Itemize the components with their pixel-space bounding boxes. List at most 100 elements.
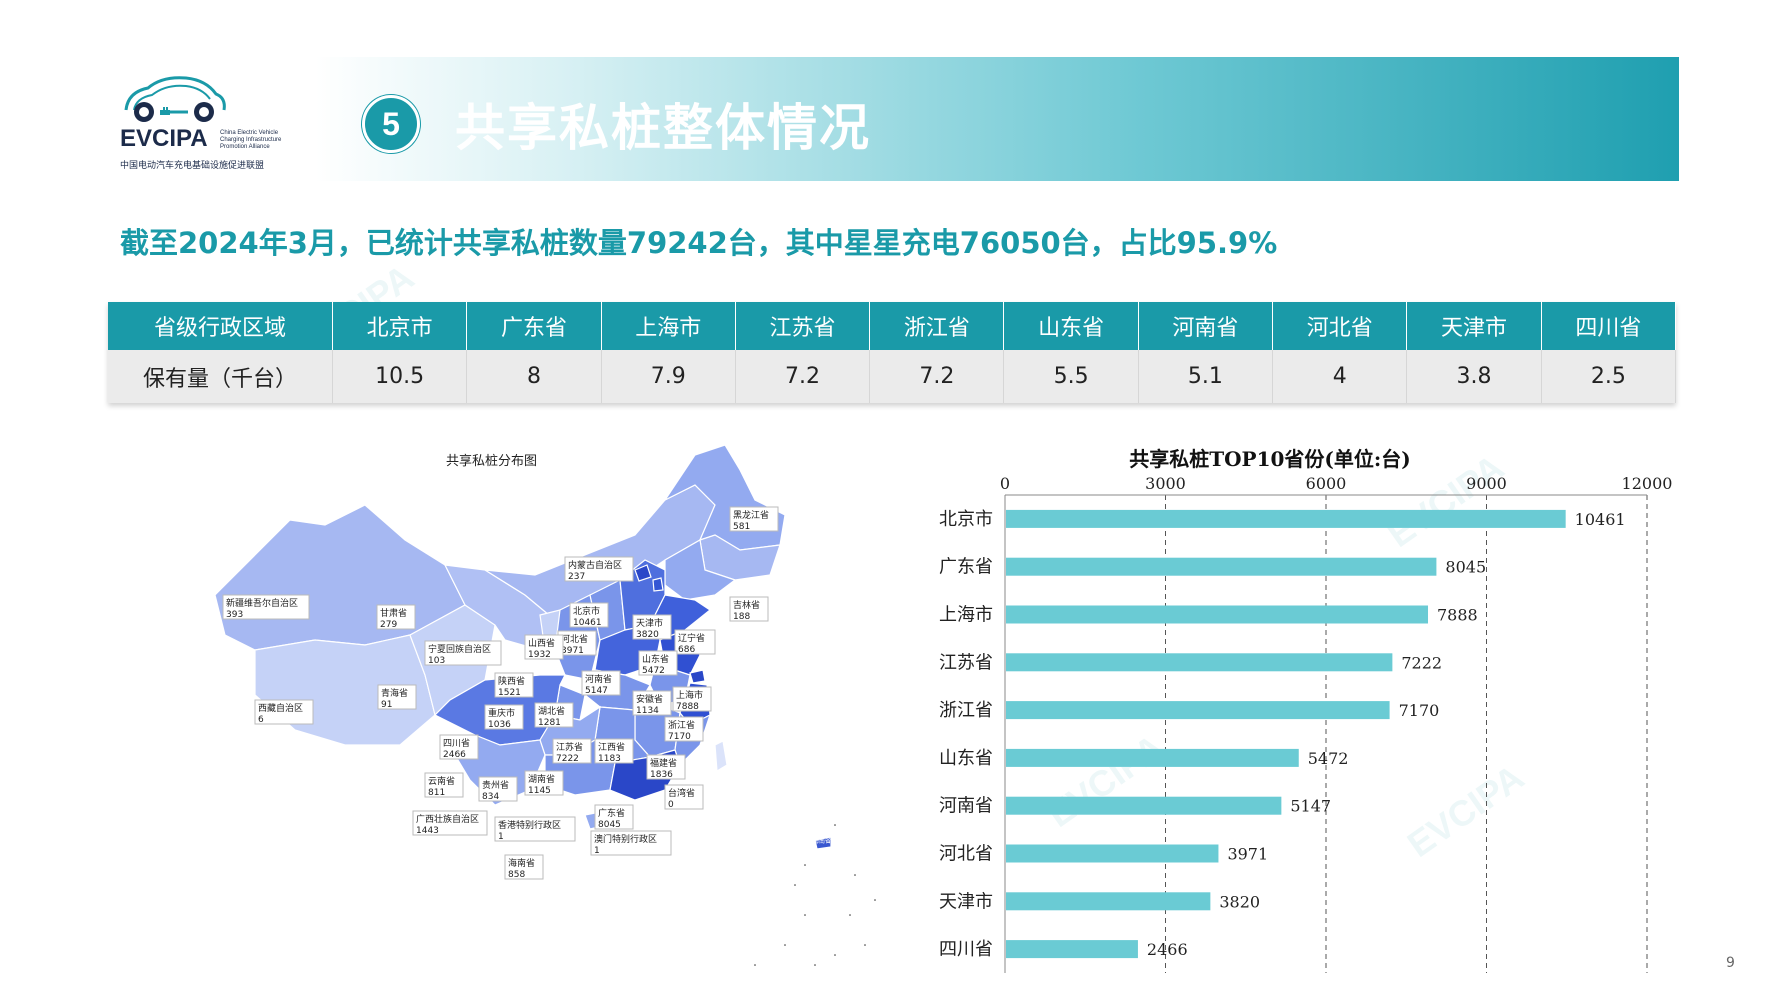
bar — [1006, 509, 1566, 528]
table-cell: 保有量（千台） — [108, 350, 333, 403]
table-cell: 8 — [466, 350, 602, 403]
table-header-cell: 山东省 — [1003, 302, 1139, 350]
bar — [1006, 557, 1437, 576]
svg-text:北京市: 北京市 — [573, 605, 600, 617]
evcipa-logo: EVCIPA China Electric Vehicle Charging I… — [112, 70, 292, 180]
table-cell: 7.2 — [735, 350, 871, 403]
bar-chart: 0 3000 6000 9000 12000 北京市 10461 广东省 8045 上海市 7888… — [939, 475, 1672, 973]
logo-name: EVCIPA — [120, 125, 208, 152]
logo-subtitle-cn: 中国电动汽车充电基础设施促进联盟 — [120, 161, 265, 171]
svg-text:浙江省: 浙江省 — [668, 719, 695, 731]
data-label: 7222 — [1401, 653, 1442, 672]
svg-text:1281: 1281 — [538, 718, 561, 728]
data-label: 7888 — [1437, 606, 1478, 625]
svg-text:山西省: 山西省 — [528, 637, 555, 649]
y-tick-label: 天津市 — [939, 891, 993, 912]
svg-text:湖北省: 湖北省 — [538, 705, 565, 717]
svg-text:393: 393 — [226, 610, 243, 620]
page-number: 9 — [1726, 955, 1735, 971]
y-tick-label: 上海市 — [939, 605, 993, 626]
south-sea-dots — [754, 824, 876, 966]
svg-text:甘肃省: 甘肃省 — [380, 607, 407, 619]
region-taiwan — [714, 740, 728, 773]
svg-text:5472: 5472 — [642, 666, 665, 676]
svg-text:黑龙江省: 黑龙江省 — [733, 509, 769, 521]
section-number-badge: 5 — [362, 95, 420, 153]
svg-text:10461: 10461 — [573, 618, 602, 628]
region-beijing — [634, 564, 652, 582]
svg-text:四川省: 四川省 — [443, 737, 470, 749]
table-header-cell: 河南省 — [1138, 302, 1274, 350]
data-label: 8045 — [1445, 558, 1486, 577]
svg-text:7222: 7222 — [556, 754, 579, 764]
table-header-cell: 四川省 — [1541, 302, 1677, 350]
svg-text:3971: 3971 — [561, 646, 584, 656]
data-label: 2466 — [1147, 940, 1188, 959]
bar — [1006, 701, 1390, 720]
svg-text:宁夏回族自治区: 宁夏回族自治区 — [428, 643, 491, 655]
svg-text:1183: 1183 — [598, 754, 621, 764]
region-liaoning — [664, 539, 737, 601]
header-band — [315, 57, 1679, 181]
region-tianjin — [652, 577, 664, 592]
data-label: 5472 — [1308, 749, 1349, 768]
svg-text:上海市: 上海市 — [676, 689, 703, 701]
svg-text:1036: 1036 — [488, 720, 511, 730]
y-tick-label: 河北省 — [939, 844, 993, 865]
svg-text:2466: 2466 — [443, 750, 466, 760]
svg-text:7888: 7888 — [676, 702, 699, 712]
map-regions — [214, 445, 832, 850]
data-label: 3971 — [1227, 845, 1268, 864]
bar — [1006, 796, 1282, 815]
svg-text:279: 279 — [380, 620, 397, 630]
svg-text:河南省: 河南省 — [585, 673, 612, 685]
x-tick-label: 6000 — [1306, 475, 1347, 493]
table-cell: 3.8 — [1406, 350, 1542, 403]
svg-text:858: 858 — [508, 870, 525, 880]
table-header-cell: 广东省 — [466, 302, 602, 350]
bar — [1006, 748, 1299, 767]
data-label: 7170 — [1399, 701, 1440, 720]
map-title: 共享私桩分布图 — [446, 454, 538, 469]
svg-text:1145: 1145 — [528, 786, 551, 796]
svg-text:内蒙古自治区: 内蒙古自治区 — [568, 559, 622, 571]
svg-text:5147: 5147 — [585, 686, 608, 696]
svg-text:6: 6 — [258, 715, 264, 725]
svg-text:91: 91 — [381, 700, 392, 710]
svg-text:237: 237 — [568, 572, 585, 582]
svg-text:贵州省: 贵州省 — [482, 779, 509, 791]
table-header-cell: 河北省 — [1272, 302, 1408, 350]
svg-text:澳门特别行政区: 澳门特别行政区 — [594, 833, 657, 845]
svg-text:安徽省: 安徽省 — [636, 693, 663, 705]
svg-text:581: 581 — [733, 522, 750, 532]
svg-text:青海省: 青海省 — [381, 687, 408, 699]
y-tick-label: 广东省 — [939, 557, 993, 578]
y-tick-label: 北京市 — [939, 509, 993, 530]
table-header-cell: 浙江省 — [869, 302, 1005, 350]
svg-text:1836: 1836 — [650, 770, 673, 780]
table-header-cell: 江苏省 — [735, 302, 871, 350]
page-title: 共享私桩整体情况 — [455, 99, 871, 157]
svg-text:天津市: 天津市 — [636, 617, 663, 629]
bar — [1006, 940, 1138, 959]
svg-text:188: 188 — [733, 612, 750, 622]
bar — [1006, 605, 1429, 624]
table-header-row: 省级行政区域 北京市 广东省 上海市 江苏省 浙江省 山东省 河南省 河北省 天… — [108, 302, 1677, 350]
svg-text:海南省: 海南省 — [508, 857, 535, 869]
y-tick-label: 浙江省 — [939, 700, 993, 721]
table-header-cell: 北京市 — [332, 302, 468, 350]
svg-text:台湾省: 台湾省 — [668, 787, 695, 799]
table-header-cell: 上海市 — [601, 302, 736, 350]
svg-text:西藏自治区: 西藏自治区 — [258, 702, 303, 714]
svg-text:辽宁省: 辽宁省 — [678, 632, 705, 644]
